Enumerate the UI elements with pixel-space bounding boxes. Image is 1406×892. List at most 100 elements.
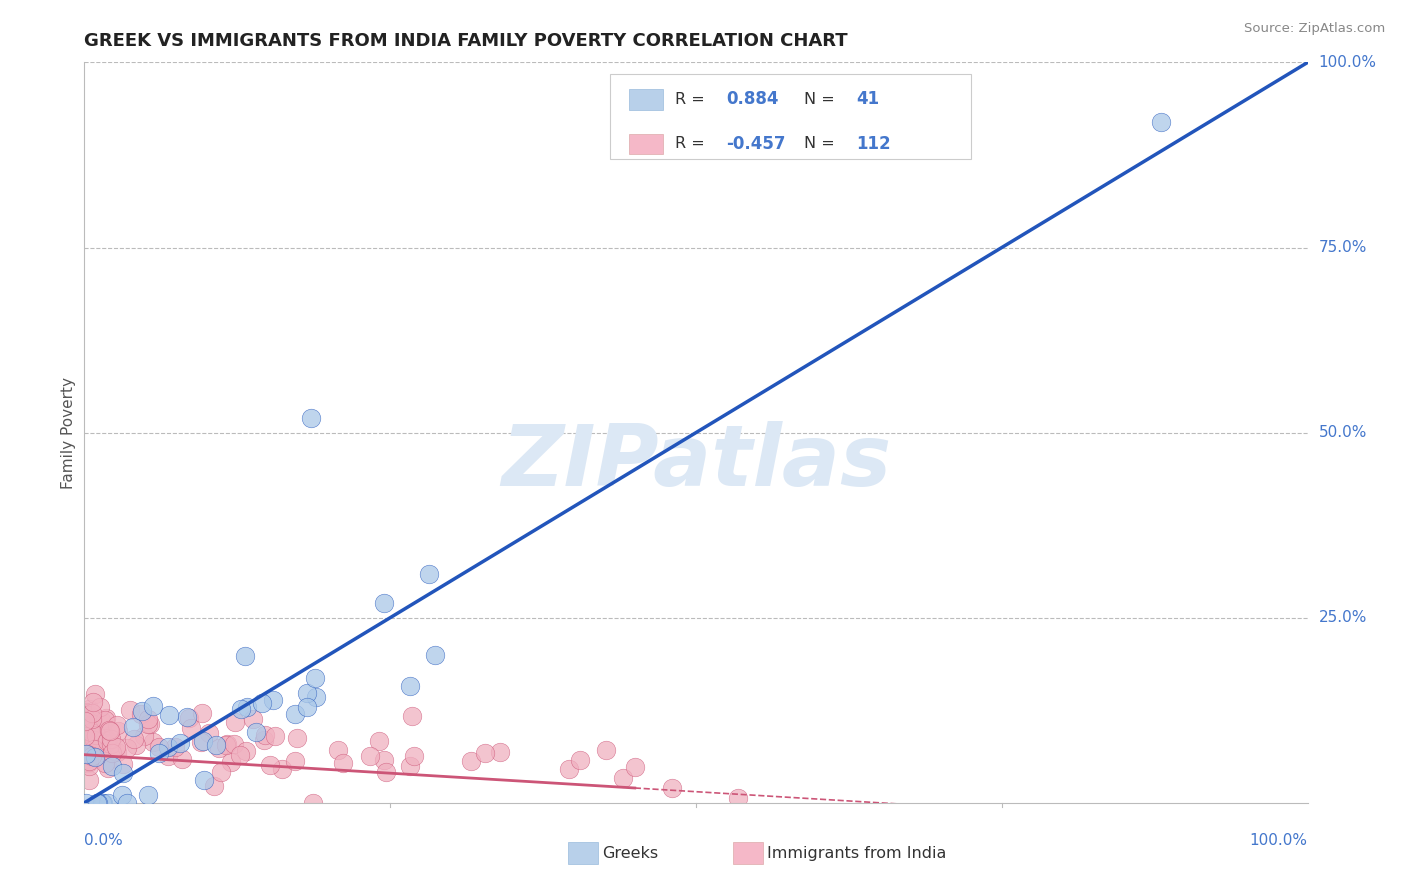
- Point: [148, 747, 170, 761]
- Point: [236, 700, 259, 714]
- Point: [73, 716, 96, 731]
- Point: [661, 780, 683, 795]
- Point: [250, 696, 273, 710]
- Point: [111, 788, 134, 802]
- FancyBboxPatch shape: [628, 89, 664, 110]
- Point: [558, 762, 581, 776]
- Point: [262, 693, 284, 707]
- Point: [193, 772, 215, 787]
- Point: [190, 735, 212, 749]
- Point: [375, 764, 398, 779]
- Point: [373, 596, 395, 610]
- Point: [488, 745, 510, 759]
- Point: [76, 747, 98, 762]
- Point: [84, 728, 107, 742]
- Point: [93, 796, 115, 810]
- Point: [205, 739, 228, 753]
- Point: [82, 712, 104, 726]
- Point: [229, 747, 252, 762]
- Point: [359, 749, 381, 764]
- Point: [94, 736, 117, 750]
- Point: [82, 718, 104, 732]
- Point: [368, 734, 391, 748]
- Point: [215, 738, 238, 752]
- Point: [624, 759, 647, 773]
- Point: [97, 796, 120, 810]
- Point: [73, 741, 96, 756]
- Point: [242, 712, 264, 726]
- Point: [90, 713, 112, 727]
- Point: [157, 740, 180, 755]
- Point: [235, 744, 257, 758]
- Point: [1150, 114, 1173, 128]
- Point: [91, 726, 114, 740]
- Point: [76, 740, 98, 755]
- Point: [77, 727, 100, 741]
- Point: [418, 567, 440, 582]
- Point: [122, 720, 145, 734]
- Point: [254, 728, 277, 742]
- Point: [253, 732, 276, 747]
- Point: [98, 723, 121, 737]
- Point: [82, 717, 104, 731]
- Point: [402, 748, 425, 763]
- Point: [326, 743, 349, 757]
- Point: [86, 796, 108, 810]
- Point: [79, 712, 101, 726]
- Point: [77, 706, 100, 720]
- Point: [138, 716, 160, 731]
- Text: GREEK VS IMMIGRANTS FROM INDIA FAMILY POVERTY CORRELATION CHART: GREEK VS IMMIGRANTS FROM INDIA FAMILY PO…: [84, 32, 848, 50]
- Point: [91, 796, 114, 810]
- Point: [198, 726, 221, 740]
- Point: [73, 730, 96, 744]
- Point: [96, 733, 118, 747]
- FancyBboxPatch shape: [628, 134, 664, 154]
- Point: [208, 740, 231, 755]
- Point: [304, 671, 326, 685]
- Point: [105, 746, 128, 760]
- Point: [75, 747, 97, 761]
- Point: [79, 719, 101, 733]
- Point: [77, 723, 100, 738]
- Point: [82, 748, 104, 763]
- Point: [84, 749, 107, 764]
- Point: [169, 736, 191, 750]
- Point: [271, 762, 294, 776]
- Point: [148, 740, 170, 755]
- Text: 50.0%: 50.0%: [1319, 425, 1367, 440]
- Text: 75.0%: 75.0%: [1319, 240, 1367, 255]
- Point: [398, 759, 420, 773]
- Point: [138, 712, 160, 726]
- Point: [89, 700, 111, 714]
- Point: [75, 714, 97, 729]
- FancyBboxPatch shape: [568, 842, 598, 864]
- Point: [131, 706, 153, 721]
- Point: [295, 700, 318, 714]
- Text: -0.457: -0.457: [727, 135, 786, 153]
- Point: [96, 711, 118, 725]
- Point: [398, 679, 420, 693]
- Point: [170, 752, 193, 766]
- FancyBboxPatch shape: [610, 73, 972, 159]
- Text: R =: R =: [675, 136, 710, 152]
- Text: 41: 41: [856, 90, 879, 109]
- Point: [425, 648, 447, 662]
- Point: [264, 729, 287, 743]
- Text: Greeks: Greeks: [602, 846, 658, 861]
- Point: [120, 703, 142, 717]
- Point: [165, 739, 187, 754]
- Point: [82, 695, 104, 709]
- Point: [90, 725, 112, 739]
- Point: [77, 739, 100, 753]
- Point: [97, 732, 120, 747]
- Point: [79, 711, 101, 725]
- Point: [157, 708, 180, 723]
- Point: [80, 724, 103, 739]
- Text: Source: ZipAtlas.com: Source: ZipAtlas.com: [1244, 22, 1385, 36]
- Point: [224, 714, 246, 729]
- Point: [259, 758, 281, 772]
- Point: [131, 704, 153, 718]
- Point: [209, 765, 232, 780]
- Point: [80, 706, 103, 721]
- Point: [79, 759, 101, 773]
